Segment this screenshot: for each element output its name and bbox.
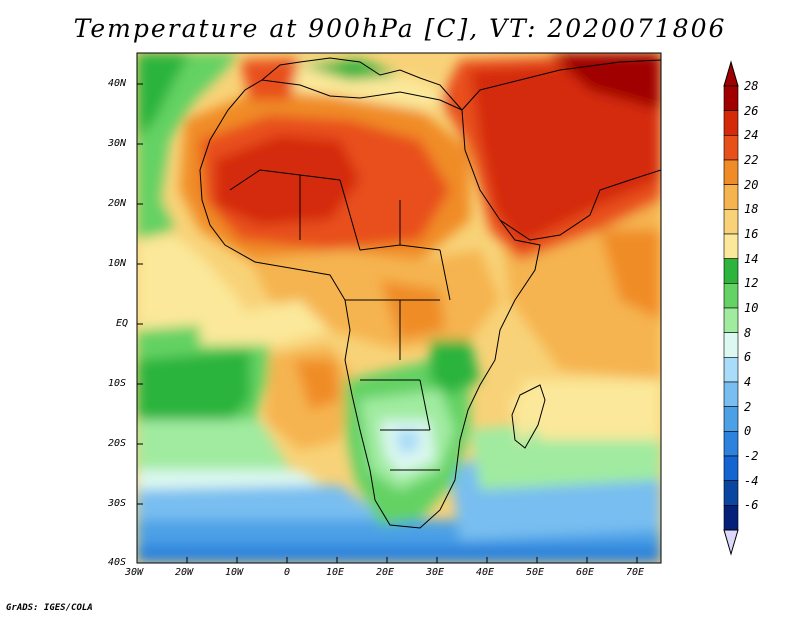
temperature-field	[137, 53, 661, 563]
credit-text: GrADS: IGES/COLA	[6, 603, 93, 613]
colorbar-label: 28	[744, 79, 759, 93]
lat-label: 40S	[108, 557, 127, 568]
map-title: Temperature at 900hPa [C], VT: 202007180…	[73, 14, 727, 43]
colorbar-label: 6	[744, 350, 752, 365]
colorbar-swatch	[723, 283, 739, 309]
lon-label: 0	[284, 567, 291, 578]
colorbar-label: 10	[744, 301, 759, 315]
lon-label: 20E	[376, 567, 395, 578]
lat-label: EQ	[116, 318, 129, 329]
colorbar-swatch	[723, 505, 739, 531]
colorbar-swatch	[723, 233, 739, 259]
lat-label: 10N	[108, 258, 127, 269]
colorbar-swatch	[723, 159, 739, 185]
colorbar-swatch	[723, 258, 739, 284]
lat-label: 10S	[108, 378, 127, 389]
colorbar-label: 8	[744, 325, 752, 340]
map-frame	[136, 52, 662, 564]
colorbar-swatch	[723, 85, 739, 111]
colorbar-swatch	[723, 209, 739, 235]
colorbar-swatch	[723, 184, 739, 210]
lat-label: 20N	[108, 198, 127, 209]
colorbar-swatch	[723, 332, 739, 358]
colorbar-label: 2	[744, 399, 752, 414]
colorbar-swatch	[723, 431, 739, 457]
colorbar-swatch	[723, 357, 739, 383]
colorbar-label: 0	[744, 424, 752, 439]
colorbar-swatch	[723, 455, 739, 481]
colorbar-label: 24	[744, 128, 759, 143]
colorbar-label: 22	[744, 153, 759, 167]
lon-label: 30W	[125, 567, 144, 578]
lon-label: 60E	[576, 567, 595, 578]
lat-label: 30N	[108, 138, 127, 149]
colorbar-top-arrow	[723, 60, 739, 87]
lat-label: 40N	[108, 78, 127, 89]
lon-label: 70E	[626, 567, 645, 578]
colorbar-label: -6	[744, 498, 759, 513]
colorbar-swatch	[723, 406, 739, 432]
colorbar-label: 26	[744, 103, 759, 118]
colorbar-label: -2	[744, 449, 759, 463]
colorbar-swatch	[723, 381, 739, 407]
coastlines	[199, 57, 661, 529]
colorbar	[723, 60, 739, 556]
lat-label: 20S	[108, 438, 127, 449]
lon-label: 10E	[326, 567, 345, 578]
colorbar-bottom-arrow	[723, 529, 739, 556]
lon-label: 20W	[175, 567, 194, 578]
colorbar-label: 16	[744, 227, 759, 241]
colorbar-label: 4	[744, 375, 752, 389]
colorbar-label: 14	[744, 251, 759, 266]
colorbar-swatch	[723, 480, 739, 506]
axis-ticks	[137, 83, 638, 563]
colorbar-swatch	[723, 110, 739, 136]
colorbar-swatch	[723, 135, 739, 161]
colorbar-label: 12	[744, 276, 759, 291]
lat-label: 30S	[108, 498, 127, 509]
colorbar-label: -4	[744, 473, 759, 488]
lon-label: 10W	[225, 567, 244, 578]
colorbar-label: 20	[744, 177, 759, 192]
colorbar-label: 18	[744, 202, 759, 217]
lon-label: 50E	[526, 567, 545, 578]
lon-label: 40E	[476, 567, 495, 578]
colorbar-swatch	[723, 307, 739, 333]
lon-label: 30E	[426, 567, 445, 578]
